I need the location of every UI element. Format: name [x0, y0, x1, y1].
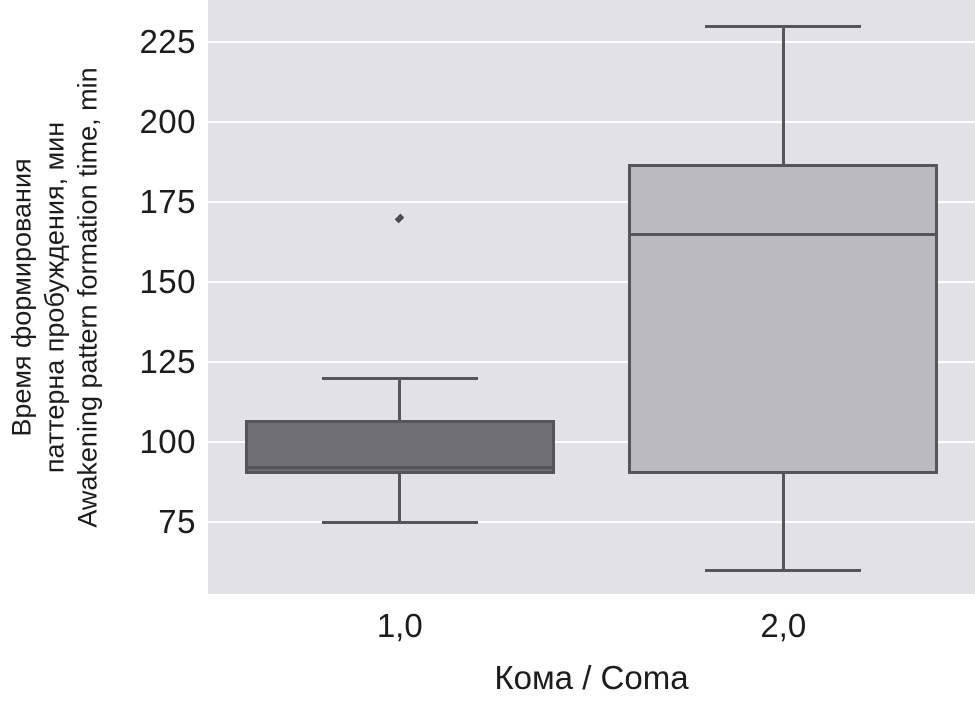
whisker-lower-cap	[321, 520, 478, 524]
x-tick-label: 1,0	[376, 607, 423, 644]
gridline-y-175	[208, 201, 975, 203]
y-tick-label: 150	[139, 263, 196, 300]
y-tick-label: 100	[139, 423, 196, 460]
whisker-lower-line	[781, 474, 785, 570]
gridline-y-150	[208, 281, 975, 283]
y-tick-label: 225	[139, 23, 196, 60]
x-tick-label: 2,0	[760, 607, 807, 644]
whisker-upper-cap	[705, 24, 862, 28]
box-2,0	[628, 163, 939, 474]
whisker-upper-line	[398, 378, 402, 420]
x-axis-label: Кома / Coma	[494, 659, 689, 696]
y-tick-label: 175	[139, 183, 196, 220]
y-tick-label: 200	[139, 103, 196, 140]
median-line	[244, 466, 555, 470]
whisker-upper-cap	[321, 376, 478, 380]
gridline-y-100	[208, 441, 975, 443]
whisker-upper-line	[781, 26, 785, 164]
gridline-y-75	[208, 521, 975, 523]
y-axis-label-line-ru-1: Время формирования	[6, 158, 37, 437]
whisker-lower-cap	[705, 568, 862, 572]
y-axis-label: Время формирования паттерна пробуждения,…	[6, 1, 105, 595]
box-1,0	[244, 419, 555, 474]
median-line	[628, 232, 939, 236]
y-axis-label-line-ru-2: паттерна пробуждения, мин	[39, 121, 70, 474]
y-tick-label: 125	[139, 343, 196, 380]
gridline-y-125	[208, 361, 975, 363]
gridline-y-225	[208, 41, 975, 43]
gridline-y-200	[208, 121, 975, 123]
y-tick-label: 75	[158, 503, 196, 540]
whisker-lower-line	[398, 474, 402, 522]
